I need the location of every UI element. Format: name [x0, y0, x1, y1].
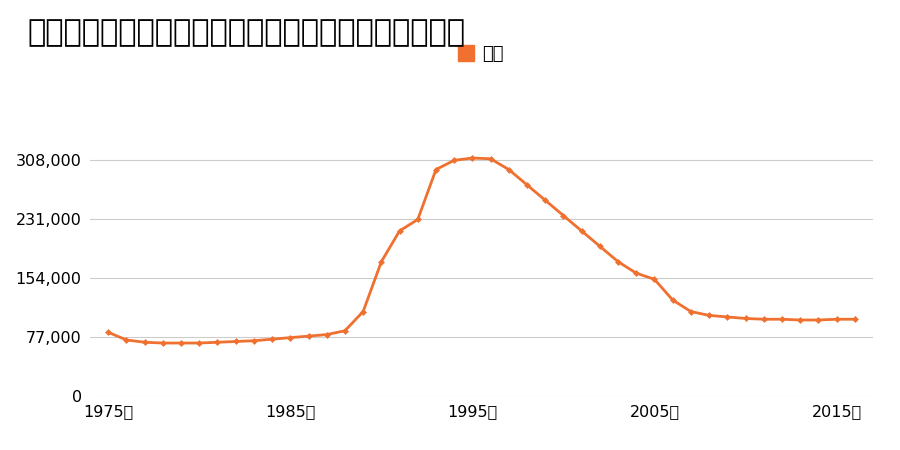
Text: 沖縄県宜野湾市字大山一里原１０２６番２の地価推移: 沖縄県宜野湾市字大山一里原１０２６番２の地価推移 — [27, 18, 465, 47]
Legend: 価格: 価格 — [459, 45, 504, 63]
